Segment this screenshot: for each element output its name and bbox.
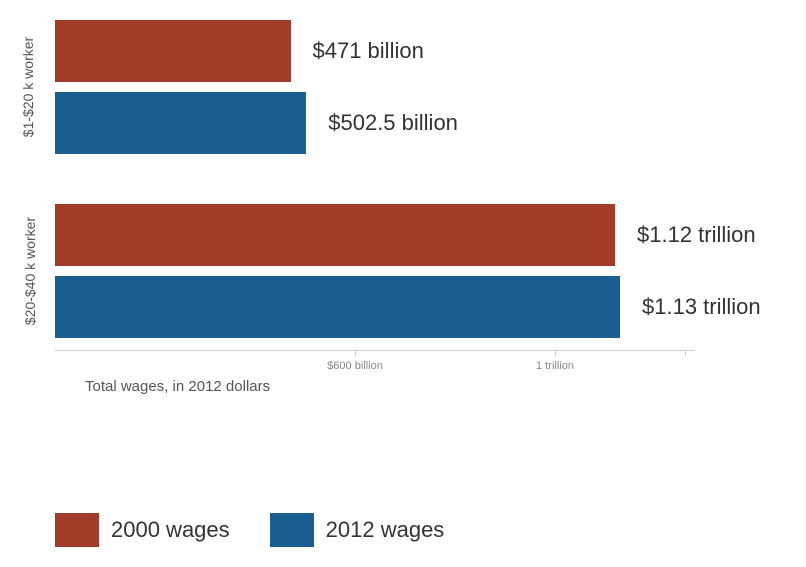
legend-item-2000: 2000 wages	[55, 513, 230, 547]
x-axis-line	[55, 350, 695, 351]
legend-swatch-2000	[55, 513, 99, 547]
bar-g1-2000	[55, 20, 291, 82]
chart-legend: 2000 wages 2012 wages	[55, 513, 444, 547]
x-tick-label-1: $600 billion	[327, 360, 383, 372]
bar-value-g2-2000: $1.12 trillion	[637, 222, 756, 248]
legend-label-2012: 2012 wages	[326, 517, 445, 543]
x-tick-end	[685, 350, 686, 356]
bar-g2-2000	[55, 204, 615, 266]
x-axis-title: Total wages, in 2012 dollars	[85, 378, 270, 395]
bar-value-g1-2012: $502.5 billion	[328, 110, 458, 136]
wages-bar-chart: $1-$20 k worker $471 billion $502.5 bill…	[55, 20, 770, 440]
x-tick-label-2: 1 trillion	[536, 360, 574, 372]
bar-value-g2-2012: $1.13 trillion	[642, 294, 761, 320]
x-tick-1	[355, 350, 356, 356]
y-category-label-2: $20-$40 k worker	[22, 196, 38, 346]
legend-swatch-2012	[270, 513, 314, 547]
bar-value-g1-2000: $471 billion	[313, 38, 424, 64]
bar-g1-2012	[55, 92, 306, 154]
legend-label-2000: 2000 wages	[111, 517, 230, 543]
y-category-label-1: $1-$20 k worker	[20, 22, 36, 152]
x-tick-2	[555, 350, 556, 356]
legend-item-2012: 2012 wages	[270, 513, 445, 547]
bar-g2-2012	[55, 276, 620, 338]
